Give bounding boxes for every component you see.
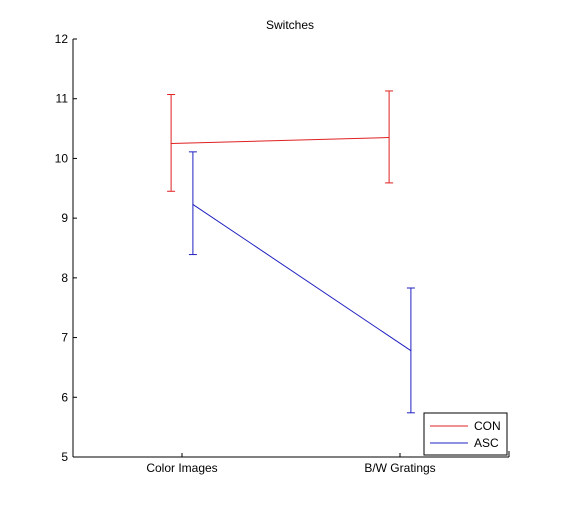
data-point — [170, 143, 172, 144]
x-tick-label: Color Images — [146, 461, 217, 475]
axes: 5 6 7 8 9 10 11 12 Color Images B/W Gratings — [55, 32, 510, 475]
series-line — [192, 203, 412, 352]
legend: CON ASC — [423, 412, 508, 456]
legend-label: CON — [474, 419, 501, 433]
y-tick-label: 7 — [61, 331, 68, 345]
y-tick-label: 8 — [61, 271, 68, 285]
y-tick-label: 12 — [55, 32, 69, 46]
series-asc — [188, 151, 415, 414]
series-layer — [167, 90, 415, 414]
y-tick-label: 11 — [56, 92, 69, 106]
legend-box — [423, 412, 508, 456]
data-point — [410, 350, 412, 352]
chart-title: Switches — [266, 18, 314, 32]
x-tick-label: B/W Gratings — [364, 461, 435, 475]
y-tick-label: 9 — [61, 211, 68, 225]
y-tick-label: 10 — [55, 151, 69, 165]
y-tick-label: 5 — [61, 450, 68, 464]
y-tick-label: 6 — [61, 390, 68, 404]
series-line — [171, 137, 390, 144]
legend-label: ASC — [474, 436, 499, 450]
data-point — [192, 203, 194, 205]
series-con — [167, 90, 394, 192]
data-point — [388, 137, 390, 139]
